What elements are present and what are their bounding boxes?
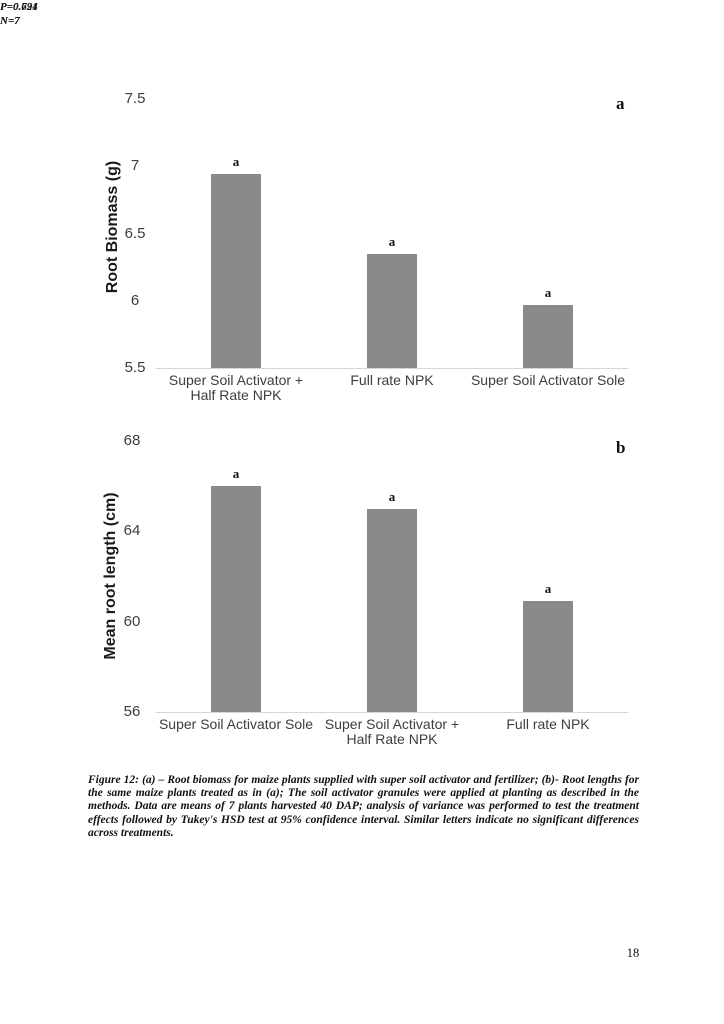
stats-annotation: P=0.791 N=7 xyxy=(0,0,724,28)
bar-letter-label: a xyxy=(232,466,240,481)
y-tick-label: 60 xyxy=(123,612,141,630)
n-annotation: N=7 xyxy=(0,15,20,27)
y-axis-title: Mean root length (cm) xyxy=(102,492,119,660)
y-tick-label: 5.5 xyxy=(124,359,146,376)
y-tick-label: 6 xyxy=(130,291,140,309)
x-axis-line xyxy=(156,368,628,369)
x-category-label: Super Soil Activator Sole xyxy=(470,372,626,388)
x-category-label: Full rate NPK xyxy=(350,372,434,388)
bar xyxy=(523,601,573,712)
x-axis-line xyxy=(156,712,628,713)
panel-letter: a xyxy=(616,94,625,113)
x-category-label: Super Soil Activator + Half Rate NPK xyxy=(324,716,460,747)
y-tick-label: 7 xyxy=(130,157,140,175)
bar xyxy=(367,254,417,368)
x-category-label: Super Soil Activator + Half Rate NPK xyxy=(168,372,304,403)
n-annotation: N=7 xyxy=(0,15,20,27)
y-tick-label: 68 xyxy=(123,432,141,449)
bar xyxy=(523,305,573,368)
figure-caption: Figure 12: (a) – Root biomass for maize … xyxy=(88,774,639,839)
x-category-label: Super Soil Activator Sole xyxy=(158,716,314,732)
bar-letter-label: a xyxy=(544,285,552,300)
y-tick-label: 56 xyxy=(123,703,141,720)
bar-letter-label: a xyxy=(544,581,552,596)
bar-letter-label: a xyxy=(388,234,396,249)
bar xyxy=(367,509,417,712)
bar-letter-label: a xyxy=(232,154,240,169)
page-number: 18 xyxy=(626,946,640,960)
y-tick-label: 7.5 xyxy=(124,90,146,107)
y-tick-label: 64 xyxy=(123,522,141,540)
p-value-annotation: P=0.624 xyxy=(0,1,38,13)
y-tick-label: 6.5 xyxy=(124,224,146,242)
bar xyxy=(211,486,261,712)
stats-annotation: P=0.624 N=7 xyxy=(0,0,724,28)
x-category-label: Full rate NPK xyxy=(506,716,590,732)
panel-letter: b xyxy=(616,438,626,457)
p-value-annotation: P=0.791 xyxy=(0,1,38,13)
bar-letter-label: a xyxy=(388,489,396,504)
bar xyxy=(211,174,261,368)
